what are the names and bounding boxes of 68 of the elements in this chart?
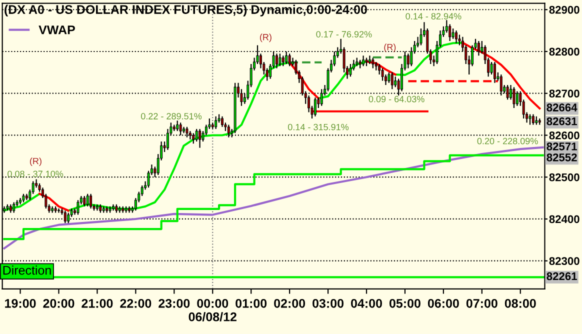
- candlestick: [381, 68, 384, 82]
- candlestick: [221, 116, 224, 128]
- x-tick-label: 07:00: [466, 298, 498, 308]
- annotation: (R): [384, 44, 396, 52]
- x-tick-label: 01:00: [236, 298, 267, 308]
- x-tick-label: 22:00: [120, 298, 152, 308]
- candlestick: [349, 64, 352, 78]
- candlestick: [362, 55, 365, 67]
- x-tick-label: 21:00: [82, 298, 113, 308]
- annotation: 82571: [546, 142, 577, 150]
- candlestick: [452, 28, 454, 40]
- candlestick: [490, 61, 493, 76]
- y-tick-label: 82400: [549, 215, 580, 224]
- candlestick: [314, 97, 316, 117]
- candlestick: [90, 193, 92, 210]
- legend-label: VWAP: [38, 26, 75, 34]
- candlestick: [58, 208, 60, 214]
- candlestick: [282, 55, 284, 67]
- y-tick-label: 82500: [549, 173, 580, 182]
- annotation: 0.17 - 76.92%: [316, 31, 372, 38]
- candlestick: [394, 76, 397, 88]
- annotation: 0.22 - 289.51%: [141, 113, 202, 120]
- x-tick-label: 06:00: [428, 298, 459, 308]
- candlestick: [86, 193, 89, 207]
- annotation: (R): [30, 158, 42, 166]
- x-tick-label: 05:00: [389, 298, 420, 308]
- x-tick-label: 19:00: [5, 298, 36, 308]
- candlestick: [176, 120, 179, 132]
- candlestick: [455, 30, 458, 44]
- candlestick: [76, 200, 80, 216]
- y-tick-label: 82800: [549, 48, 580, 56]
- annotation: 82261: [546, 272, 577, 280]
- x-tick-label: 04:00: [351, 298, 382, 308]
- annotation: 82664: [546, 104, 578, 112]
- x-tick-label: 20:00: [43, 298, 74, 308]
- candlestick: [372, 57, 374, 69]
- candlestick: [214, 116, 218, 130]
- candlestick: [388, 72, 390, 84]
- candlestick: [288, 53, 291, 67]
- candlestick: [12, 202, 16, 214]
- y-tick-label: 82700: [549, 90, 580, 98]
- x-tick-label: 00:00 06/08/12: [188, 298, 236, 322]
- annotation: 82631: [546, 117, 577, 126]
- annotation: 0.09 - 64.03%: [368, 96, 424, 102]
- x-tick-label: 02:00: [274, 298, 306, 308]
- annotation: 0.20 - 228.09%: [477, 138, 538, 144]
- x-tick-label: 23:00: [158, 298, 190, 308]
- annotation: 0.08 - 37.10%: [8, 170, 64, 178]
- candlestick: [198, 128, 202, 148]
- candlestick: [390, 72, 394, 90]
- annotation: 0.14 - 315.91%: [288, 124, 349, 130]
- candlestick: [528, 114, 532, 126]
- x-tick-label: 03:00: [312, 298, 344, 308]
- annotation: 0.14 - 82.94%: [406, 13, 462, 20]
- candlestick: [445, 20, 448, 34]
- chart-title: (DX A0 - US DOLLAR INDEX FUTURES,5) Dynamic,0:00-24:00: [4, 4, 367, 16]
- annotation: 82552: [546, 153, 577, 162]
- y-tick-label: 82300: [549, 257, 580, 266]
- candlestick: [83, 195, 86, 207]
- y-tick-label: 82900: [549, 6, 580, 14]
- x-tick-label: 08:00: [504, 298, 536, 308]
- annotation: (R): [260, 34, 272, 42]
- ref-line-label: Direction: [3, 266, 51, 275]
- candlestick: [448, 24, 452, 42]
- candlestick: [532, 114, 534, 126]
- candlestick: [494, 61, 496, 84]
- candlestick: [406, 53, 410, 69]
- y-tick-label: 82600: [549, 132, 580, 140]
